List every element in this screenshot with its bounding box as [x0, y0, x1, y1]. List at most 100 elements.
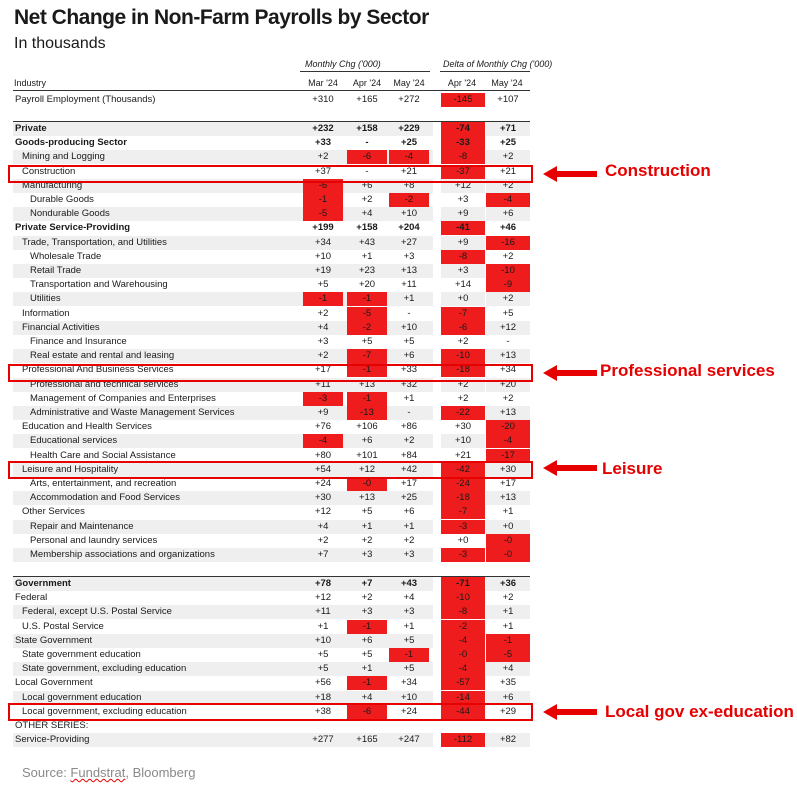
delta-change-cell: -7 — [441, 306, 485, 321]
row-label: Administrative and Waste Management Serv… — [30, 407, 235, 418]
monthly-change-cell: +38 — [314, 705, 332, 717]
callout-local-gov: Local gov ex-education — [605, 702, 794, 721]
row-label: Transportation and Warehousing — [30, 279, 168, 291]
monthly-change-cell: +165 — [356, 94, 378, 105]
monthly-change-cell: +24 — [314, 478, 332, 489]
monthly-change-cell: -4 — [389, 150, 429, 165]
arrow-left-icon — [543, 365, 597, 381]
monthly-change-cell: -6 — [347, 150, 387, 165]
monthly-change-cell: +37 — [314, 165, 332, 177]
delta-change-cell: +1 — [502, 506, 514, 518]
delta-change-cell: -145 — [441, 93, 485, 107]
table-row: Retail Trade +19 +23 +13 +3 -10 — [13, 264, 530, 278]
delta-change-cell: -20 — [486, 420, 530, 435]
delta-change-cell: +3 — [441, 264, 485, 278]
delta-change-cell: +30 — [454, 421, 472, 433]
table-row: Finance and Insurance +3 +5 +5 +2 - — [13, 335, 530, 349]
highlight-box-local-gov — [8, 703, 533, 721]
table-row: Transportation and Warehousing +5 +20 +11 +1… — [13, 278, 530, 293]
monthly-change-cell: +6 — [347, 434, 387, 449]
delta-change-cell: -2 — [441, 619, 485, 634]
monthly-change-cell: +27 — [389, 235, 429, 250]
monthly-change-cell: +20 — [358, 279, 376, 291]
table-row: Educational services -4 +6 +2 +10 -4 — [13, 434, 530, 449]
monthly-change-cell: +17 — [314, 364, 332, 376]
delta-change-cell: +0 — [486, 519, 530, 534]
delta-change-cell: +17 — [499, 478, 517, 489]
monthly-change-cell: +13 — [347, 491, 387, 506]
monthly-change-cell: +2 — [361, 194, 373, 205]
monthly-change-cell: -1 — [347, 619, 387, 634]
monthly-change-cell: -2 — [347, 320, 387, 335]
source-suffix: , Bloomberg — [125, 765, 196, 780]
col-header-may-24: May '24 — [393, 78, 425, 88]
table-row: Nondurable Goods -5 +4 +10 +9 +6 — [13, 207, 530, 222]
delta-change-cell: -8 — [441, 150, 485, 165]
delta-change-cell: -6 — [441, 320, 485, 335]
delta-change-cell: +21 — [454, 449, 472, 461]
monthly-change-cell: +42 — [389, 462, 429, 477]
arrow-left-icon — [543, 166, 597, 182]
row-label: Management of Companies and Enterprises — [30, 392, 216, 404]
monthly-change-cell: +84 — [400, 449, 418, 461]
highlight-box-leisure — [8, 461, 533, 479]
delta-change-cell: -14 — [441, 690, 485, 705]
source-prefix: Source: — [22, 765, 71, 780]
monthly-change-cell: +199 — [312, 222, 334, 234]
table-row: Trade, Transportation, and Utilities +34 +… — [13, 235, 530, 250]
monthly-change-cell: +25 — [400, 137, 418, 149]
delta-change-cell: -41 — [441, 221, 485, 236]
delta-change-cell: +0 — [457, 534, 469, 546]
arrow-left-icon — [543, 704, 597, 720]
callout-construction: Construction — [605, 161, 711, 180]
table-row: State Government +10 +6 +5 -4 -1 — [13, 633, 530, 648]
table-row: Local Government +56 -1 +34 -57 +35 — [13, 676, 530, 691]
table-row: OTHER SERIES: — [13, 719, 530, 733]
row-label: Local government, excluding education — [22, 705, 187, 717]
monthly-change-cell: +1 — [347, 662, 387, 677]
monthly-change-cell: +2 — [389, 434, 429, 449]
monthly-change-cell: +2 — [303, 150, 343, 165]
delta-change-cell: -112 — [441, 733, 485, 748]
delta-change-cell: -5 — [486, 648, 530, 662]
row-label: Government — [15, 578, 71, 589]
col-header-industry: Industry — [14, 78, 47, 88]
row-label: Professional and technical services — [30, 378, 179, 390]
delta-change-cell: -18 — [441, 363, 485, 378]
col-header-delta-may-24: May '24 — [491, 78, 523, 88]
monthly-change-cell: +11 — [303, 605, 343, 620]
table-row: State government education +5 +5 -1 -0 -5 — [13, 648, 530, 662]
row-label: State Government — [15, 634, 93, 646]
row-label: Accommodation and Food Services — [30, 492, 180, 504]
delta-change-cell: -4 — [441, 633, 485, 648]
delta-change-cell: -18 — [441, 491, 485, 506]
delta-change-cell: +13 — [486, 349, 530, 364]
monthly-change-cell: +277 — [303, 733, 343, 748]
delta-change-cell: -37 — [441, 164, 485, 179]
monthly-change-cell: +5 — [303, 662, 343, 677]
row-label: Payroll Employment (Thousands) — [15, 94, 156, 105]
delta-change-cell: +107 — [497, 94, 519, 105]
monthly-change-cell: +101 — [356, 449, 378, 461]
row-label: Utilities — [30, 293, 61, 305]
row-label: Information — [22, 307, 70, 319]
table-row: Local government education +18 +4 +10 -14 +6 — [13, 690, 530, 705]
monthly-change-cell: +4 — [303, 519, 343, 534]
delta-change-cell: +4 — [486, 662, 530, 677]
table-row: Payroll Employment (Thousands) +310 +165 +2… — [13, 93, 530, 107]
table-row: Wholesale Trade +10 +1 +3 -8 +2 — [13, 249, 530, 264]
delta-change-cell: +82 — [486, 733, 530, 748]
table-row: Federal, except U.S. Postal Service +11 +3… — [13, 605, 530, 620]
header-bottom-rule — [13, 90, 530, 91]
monthly-change-cell: -13 — [347, 406, 387, 420]
table-row: Financial Activities +4 -2 +10 -6 +12 — [13, 320, 530, 335]
row-label: Construction — [22, 165, 76, 177]
monthly-change-cell: +10 — [389, 207, 429, 222]
monthly-change-cell: +80 — [314, 449, 332, 461]
row-label: Financial Activities — [22, 321, 100, 333]
table-row: Local government, excluding education +38… — [13, 704, 530, 719]
monthly-change-cell: -1 — [347, 363, 387, 378]
monthly-change-cell: +56 — [314, 677, 332, 689]
monthly-change-cell: +1 — [389, 519, 429, 534]
highlight-box-professional-services — [8, 364, 533, 382]
